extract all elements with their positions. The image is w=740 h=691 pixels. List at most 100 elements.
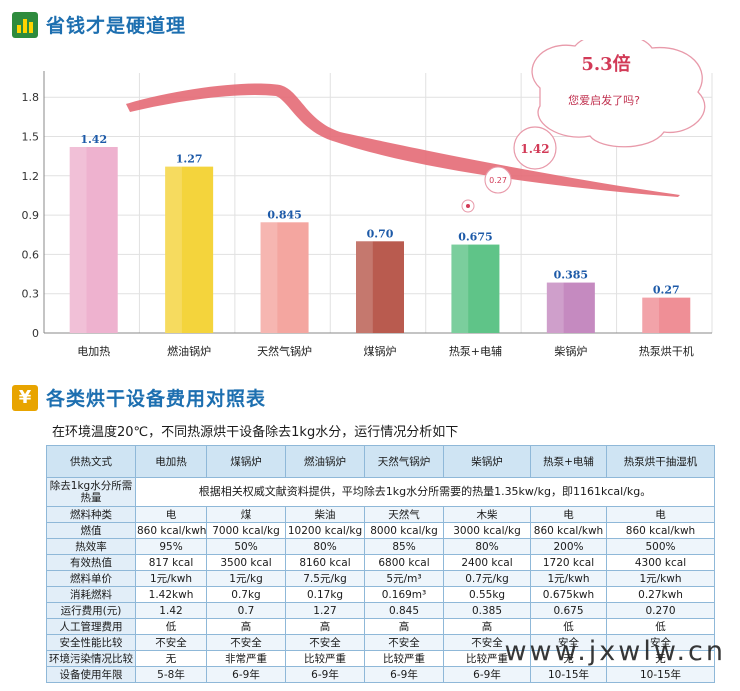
table-cell: 电 (135, 506, 207, 523)
bar-value-label: 0.27 (653, 284, 680, 297)
cloud-bubble (531, 40, 706, 148)
x-category-label: 热泵+电辅 (449, 344, 502, 358)
bar-highlight (69, 146, 87, 333)
table-cell: 3500 kcal (206, 554, 286, 571)
bar (69, 146, 118, 333)
row-label: 燃料种类 (46, 506, 136, 523)
table-cell: 低 (530, 618, 607, 635)
bubble-tiny-dot (466, 204, 470, 208)
table-cell: 1.42kwh (135, 586, 207, 603)
bubble-large (513, 126, 557, 170)
row-label: 消耗燃料 (46, 586, 136, 603)
bubble-small-label: 0.27 (489, 176, 507, 185)
row-label: 环境污染情况比较 (46, 650, 136, 667)
table-cell: 1元/kg (206, 570, 286, 587)
table-cell: 0.270 (606, 602, 715, 619)
table-cell: 8000 kcal/kg (364, 522, 444, 539)
section2-title: 各类烘干设备费用对照表 (46, 388, 267, 410)
table-cell: 无 (606, 650, 715, 667)
table-header-row: 供热文式 电加热 煤锅炉 燃油锅炉 天然气锅炉 柴锅炉 热泵+电辅 热泵烘干抽湿机 (46, 445, 715, 478)
table-cell: 0.7元/kg (443, 570, 531, 587)
bar-highlight (356, 241, 373, 333)
table-cell: 比较严重 (285, 650, 365, 667)
table-cell: 高 (206, 618, 286, 635)
table-cell: 860 kcal/kwh (530, 522, 607, 539)
table-cell: 安全 (606, 634, 715, 651)
table-cell: 安全 (530, 634, 607, 651)
table-cell: 5-8年 (135, 666, 207, 683)
table-header-cell: 供热文式 (46, 445, 136, 478)
table-row: 燃料种类电煤柴油 天然气 木柴电电 (46, 506, 715, 523)
table-cell: 0.169m³ (364, 586, 444, 603)
bar-highlight (642, 297, 660, 333)
bar (165, 166, 214, 333)
table-intro: 在环境温度20℃，不同热源烘干设备除去1kg水分，运行情况分析如下 (52, 425, 459, 440)
bar (546, 282, 595, 333)
watermark: www.jxwlw.cn (504, 636, 726, 667)
table-cell: 不安全 (443, 634, 531, 651)
table-cell: 1.27 (285, 602, 365, 619)
table-cell: 50% (206, 538, 286, 555)
table-row: 有效热值 817 kcal 3500 kcal 8160 kcal 6800 kcal 2… (46, 554, 715, 571)
bar-value-label: 1.42 (80, 133, 107, 146)
table-cell: 不安全 (364, 634, 444, 651)
table-row: 燃料单价 1元/kwh 1元/kg 7.5元/kg 5元/m³ 0.7元/kg 1元/kwh… (46, 570, 715, 587)
table-cell: 0.7kg (206, 586, 286, 603)
bar-value-label: 0.845 (267, 208, 301, 221)
cloud-main-text: 5.3倍 (581, 53, 630, 75)
bar (356, 241, 404, 333)
table-cell: 无 (135, 650, 207, 667)
table-note-row: 除去1kg水分所需热量 根据相关权威文献资料提供，平均除去1kg水分所需要的热量… (46, 477, 715, 507)
table-cell: 200% (530, 538, 607, 555)
table-header-cell: 电加热 (135, 445, 207, 478)
yen-icon: ¥ (12, 384, 38, 411)
table-cell: 10200 kcal/kg (285, 522, 365, 539)
table-cell: 煤 (206, 506, 286, 523)
table-cell: 6-9年 (443, 666, 531, 683)
table-cell: 2400 kcal (443, 554, 531, 571)
x-category-label: 煤锅炉 (364, 345, 397, 358)
table-row: 燃值 860 kcal/kwh 7000 kcal/kg 10200 kcal/kg 8… (46, 522, 715, 539)
table-cell: 非常严重 (206, 650, 286, 667)
table-header-cell: 柴锅炉 (443, 445, 531, 478)
x-category-label: 柴锅炉 (554, 344, 587, 358)
table-cell: 高 (285, 618, 365, 635)
table-row: 人工管理费用低高高高高低低 (46, 618, 715, 635)
table-cell: 80% (443, 538, 531, 555)
table-cell: 5元/m³ (364, 570, 444, 587)
table-cell: 8160 kcal (285, 554, 365, 571)
row-label: 燃值 (46, 522, 136, 539)
table-cell: 天然气 (364, 506, 444, 523)
table-cell: 0.27kwh (606, 586, 715, 603)
section2-header: ¥ 各类烘干设备费用对照表 (12, 384, 266, 411)
table-cell: 6-9年 (285, 666, 365, 683)
y-tick-label: 0.6 (22, 248, 40, 261)
table-header-cell: 天然气锅炉 (364, 445, 444, 478)
table-row: 消耗燃料 1.42kwh 0.7kg 0.17kg 0.169m³ 0.55kg 0.675… (46, 586, 715, 603)
row-label: 安全性能比较 (46, 634, 136, 651)
bar-value-label: 0.385 (554, 269, 588, 282)
table-cell: 10-15年 (606, 666, 715, 683)
table-cell: 500% (606, 538, 715, 555)
section1-header: 省钱才是硬道理 (12, 11, 186, 38)
bar (260, 222, 309, 333)
table-row: 热效率 95% 50% 80% 85% 80% 200% 500% (46, 538, 715, 555)
table-cell: 7.5元/kg (285, 570, 365, 587)
table-cell: 比较严重 (364, 650, 444, 667)
table-row: 运行费用(元) 1.42 0.7 1.27 0.845 0.385 0.675 0.270 (46, 602, 715, 619)
y-tick-label: 1.2 (22, 170, 40, 183)
bar-highlight (451, 244, 469, 333)
table-header-cell: 热泵+电辅 (530, 445, 607, 478)
table-cell: 低 (606, 618, 715, 635)
table-cell: 1元/kwh (530, 570, 607, 587)
x-category-label: 天然气锅炉 (257, 344, 312, 358)
bar-value-label: 0.70 (367, 227, 394, 240)
table-cell: 6800 kcal (364, 554, 444, 571)
note-text: 根据相关权威文献资料提供，平均除去1kg水分所需要的热量1.35kw/kg，即1… (135, 477, 715, 507)
table-cell: 高 (443, 618, 531, 635)
table-cell: 860 kcal/kwh (606, 522, 715, 539)
row-label: 燃料单价 (46, 570, 136, 587)
table-cell: 3000 kcal/kg (443, 522, 531, 539)
bar-highlight (260, 222, 278, 333)
bar (642, 297, 691, 333)
